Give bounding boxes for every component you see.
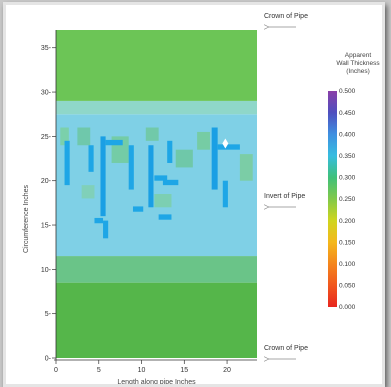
heatmap-thick-patch (223, 181, 228, 208)
x-axis-title: Length along pipe Inches (117, 379, 196, 384)
y-tick-label: 25- (41, 134, 52, 141)
colorbar-tick-label: 0.200 (339, 218, 356, 225)
y-axis-title: Circumference Inches (23, 184, 30, 253)
plot-area (56, 30, 257, 358)
colorbar-tick-label: 0.050 (339, 283, 356, 290)
heatmap-thin-patch (240, 154, 253, 181)
colorbar-tick-label: 0.150 (339, 239, 356, 246)
heatmap-band (56, 283, 257, 358)
y-tick-label: 10- (41, 267, 52, 274)
heatmap-thin-patch (77, 128, 90, 146)
x-tick-label: 15 (180, 367, 188, 374)
colorbar-title: (Inches) (346, 68, 369, 75)
pipe-annotation-label: Crown of Pipe (264, 345, 308, 352)
heatmap-thick-patch (212, 128, 218, 190)
heatmap-thick-patch (100, 136, 105, 216)
pipe-annotations: Crown of Pipe Invert of Pipe Crown of Pipe (264, 13, 308, 359)
colorbar-tick-label: 0.250 (339, 196, 356, 203)
pipe-annotation-label: Invert of Pipe (264, 193, 305, 200)
heatmap-thin-patch (176, 150, 193, 168)
colorbar-tick-label: 0.100 (339, 261, 356, 268)
colorbar-scale (328, 91, 337, 307)
heatmap-band (56, 256, 257, 283)
pipe-annotation-label: Crown of Pipe (264, 13, 308, 20)
x-tick-label: 5 (97, 367, 101, 374)
heatmap-thick-patch (106, 140, 123, 145)
heatmap-thin-patch (197, 132, 210, 150)
y-tick-label: 0- (45, 356, 52, 363)
x-tick-label: 10 (138, 367, 146, 374)
figure-card: 0- 5- 10- 15- 20- 25- 30- 35- 0 5 10 15 20 Length alo… (3, 2, 385, 387)
colorbar-tick-label: 0.450 (339, 110, 356, 117)
heatmap-thick-patch (163, 180, 178, 185)
heatmap-thick-patch (218, 144, 240, 149)
y-tick-label: 20- (41, 178, 52, 185)
colorbar-title: Apparent (345, 52, 372, 59)
y-tick-label: 5- (45, 311, 52, 318)
colorbar-tick-label: 0.300 (339, 175, 356, 182)
y-tick-label: 15- (41, 223, 52, 230)
heatmap-thick-patch (167, 141, 172, 163)
x-tick-label: 20 (223, 367, 231, 374)
heatmap-thin-patch (146, 128, 159, 141)
heatmap-thick-patch (159, 214, 172, 219)
heatmap-band (56, 101, 257, 114)
heatmap-thick-patch (103, 221, 108, 239)
heatmap-thin-patch (154, 194, 171, 207)
heatmap-thin-patch (82, 185, 95, 198)
heatmap-thick-patch (129, 145, 134, 189)
heatmap-band (56, 30, 257, 101)
heatmap-thick-patch (133, 206, 143, 211)
heatmap-thick-patch (89, 145, 94, 172)
colorbar-tick-label: 0.400 (339, 131, 356, 138)
heatmap-chart: 0- 5- 10- 15- 20- 25- 30- 35- 0 5 10 15 20 Length alo… (6, 5, 382, 384)
x-tick-label: 0 (54, 367, 58, 374)
heatmap-thick-patch (94, 218, 103, 223)
y-tick-label: 35- (41, 45, 52, 52)
colorbar-tick-label: 0.350 (339, 153, 356, 160)
colorbar-title: Wall Thickness (336, 60, 380, 67)
colorbar-tick-label: 0.000 (339, 304, 356, 311)
heatmap-thick-patch (65, 141, 70, 185)
y-tick-label: 30- (41, 90, 52, 97)
colorbar-tick-label: 0.500 (339, 88, 356, 95)
heatmap-thick-patch (148, 145, 153, 207)
